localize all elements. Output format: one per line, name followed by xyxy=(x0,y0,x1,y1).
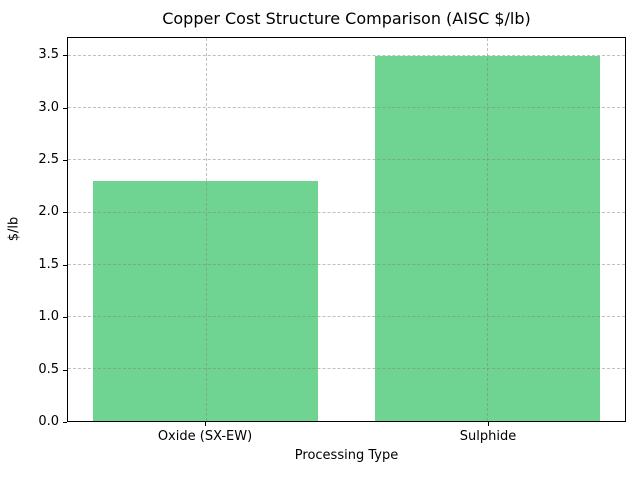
plot-area xyxy=(67,37,626,422)
y-tick-mark xyxy=(63,370,67,371)
y-tick-mark xyxy=(63,108,67,109)
y-tick-label: 2.5 xyxy=(38,152,59,167)
h-gridline xyxy=(68,315,625,317)
y-tick-mark xyxy=(63,422,67,423)
y-tick-mark xyxy=(63,55,67,56)
y-tick-label: 3.5 xyxy=(38,47,59,62)
v-gridline xyxy=(205,38,207,421)
h-gridline xyxy=(68,367,625,369)
y-tick-label: 0.5 xyxy=(38,362,59,377)
h-gridline xyxy=(68,107,625,109)
y-tick-mark xyxy=(63,212,67,213)
h-gridline xyxy=(68,211,625,213)
y-tick-label: 3.0 xyxy=(38,100,59,115)
x-tick-label: Sulphide xyxy=(459,429,517,444)
x-tick-label: Oxide (SX-EW) xyxy=(157,429,253,444)
bar-1 xyxy=(374,56,600,421)
chart-title: Copper Cost Structure Comparison (AISC $… xyxy=(162,9,531,28)
y-tick-mark xyxy=(63,265,67,266)
x-tick-mark xyxy=(488,422,489,426)
y-axis-label: $/lb xyxy=(6,216,22,242)
y-tick-mark xyxy=(63,317,67,318)
h-gridline xyxy=(68,159,625,161)
y-tick-mark xyxy=(63,160,67,161)
y-tick-label: 1.0 xyxy=(38,309,59,324)
y-tick-label: 2.0 xyxy=(38,204,59,219)
h-gridline xyxy=(68,263,625,265)
y-tick-label: 0.0 xyxy=(38,414,59,429)
h-gridline xyxy=(68,55,625,57)
y-tick-label: 1.5 xyxy=(38,257,59,272)
x-axis-label: Processing Type xyxy=(294,448,399,463)
x-tick-mark xyxy=(205,422,206,426)
v-gridline xyxy=(487,38,489,421)
